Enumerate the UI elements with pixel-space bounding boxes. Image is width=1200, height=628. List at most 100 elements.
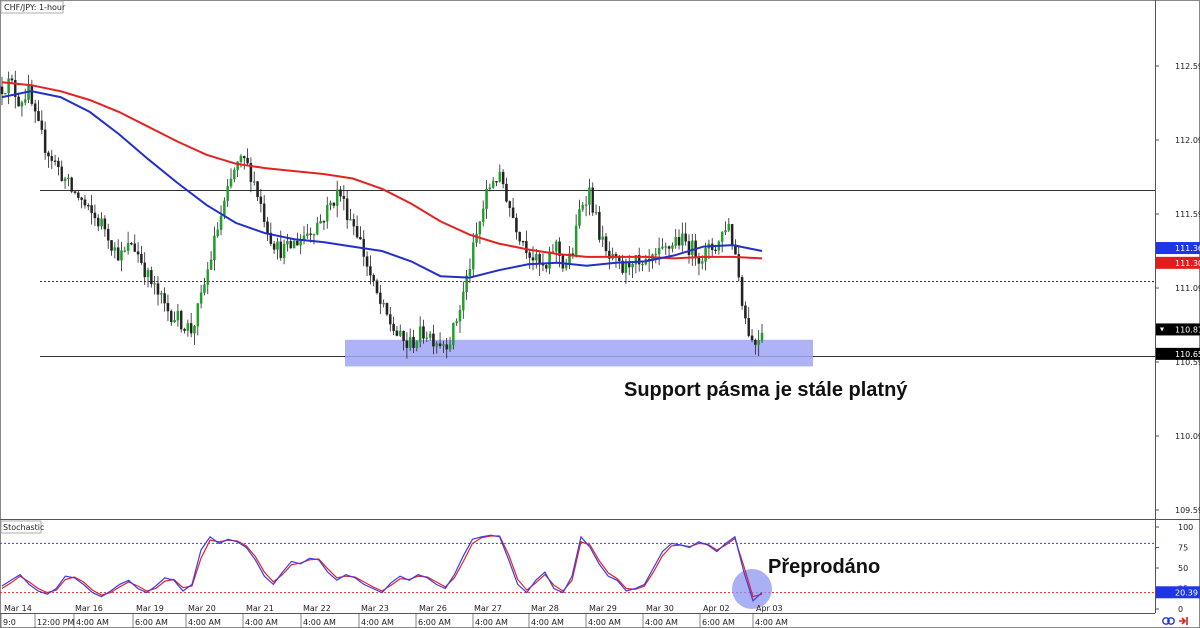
candle-body bbox=[518, 231, 521, 242]
candle-body bbox=[525, 241, 528, 253]
candle-body bbox=[405, 340, 409, 348]
time-label: 6:00 AM bbox=[418, 618, 451, 627]
candle-body bbox=[30, 85, 34, 104]
date-label: Apr 02 bbox=[703, 604, 730, 613]
candle-body bbox=[382, 303, 385, 305]
candle-body bbox=[306, 233, 309, 236]
price-tag-label: 111.36 bbox=[1175, 244, 1200, 253]
candle-body bbox=[448, 344, 452, 350]
time-label: 12:00 PM bbox=[37, 618, 74, 627]
indicator-title-box bbox=[0, 520, 42, 534]
candle-body bbox=[156, 283, 160, 295]
stoch-value-tag bbox=[1156, 586, 1200, 599]
candle-body bbox=[57, 160, 60, 168]
candle-body bbox=[322, 221, 326, 223]
candle-body bbox=[43, 129, 47, 153]
candle-body bbox=[435, 343, 439, 347]
candle-body bbox=[561, 255, 565, 269]
candle-body bbox=[760, 332, 764, 341]
candle-body bbox=[465, 275, 468, 293]
candle-body bbox=[60, 166, 63, 182]
candle-body bbox=[136, 251, 140, 255]
price-pane[interactable]: 112.59 112.09 111.59 111.09 110.59 110.09 109.… bbox=[0, 62, 1200, 515]
candle-body bbox=[14, 80, 17, 97]
candle-body bbox=[634, 254, 638, 265]
candle-body bbox=[219, 215, 223, 230]
candle-body bbox=[70, 177, 73, 192]
candle-body bbox=[684, 233, 687, 242]
date-label: Mar 30 bbox=[646, 604, 674, 613]
stoch-tick-label: 0 bbox=[1178, 605, 1183, 614]
candle-body bbox=[584, 204, 588, 206]
candle-body bbox=[481, 208, 485, 222]
date-label: Mar 28 bbox=[531, 604, 559, 613]
price-tick-label: 110.09 bbox=[1175, 432, 1200, 441]
link-icon[interactable] bbox=[1162, 617, 1175, 625]
candle-body bbox=[176, 310, 180, 321]
candle-body bbox=[624, 261, 628, 273]
candle-body bbox=[67, 177, 70, 179]
candle-body bbox=[359, 237, 362, 240]
candle-body bbox=[216, 229, 219, 237]
price-tag-label: 110.65 bbox=[1175, 350, 1200, 359]
candle-body bbox=[375, 280, 379, 294]
candle-body bbox=[654, 253, 658, 256]
close-panel-icon[interactable] bbox=[1179, 617, 1188, 625]
date-label: Mar 23 bbox=[361, 604, 389, 613]
candle-body bbox=[475, 233, 478, 243]
candle-body bbox=[691, 240, 694, 256]
candle-body bbox=[588, 187, 591, 205]
candle-body bbox=[53, 160, 57, 162]
price-tag-label: 111.30 bbox=[1175, 259, 1200, 268]
stochastic-pane[interactable]: 100755025020.39 bbox=[0, 523, 1200, 614]
date-label: Mar 14 bbox=[4, 604, 32, 613]
candle-body bbox=[442, 344, 445, 346]
candle-body bbox=[515, 217, 518, 233]
time-label: 6:00 AM bbox=[135, 618, 168, 627]
candle-body bbox=[20, 102, 24, 107]
candle-body bbox=[531, 257, 535, 261]
candle-body bbox=[601, 236, 604, 240]
candle-body bbox=[150, 270, 153, 285]
candle-body bbox=[697, 257, 701, 264]
candle-body bbox=[309, 233, 312, 235]
candles-group bbox=[0, 70, 764, 359]
price-tick-label: 112.59 bbox=[1175, 62, 1200, 71]
candle-body bbox=[329, 202, 332, 206]
time-label: 4:00 AM bbox=[303, 618, 336, 627]
candle-body bbox=[472, 242, 475, 270]
candle-body bbox=[395, 330, 399, 336]
candle-body bbox=[243, 156, 246, 159]
candle-body bbox=[445, 344, 448, 350]
candle-body bbox=[319, 221, 322, 224]
candle-body bbox=[554, 241, 558, 252]
candle-body bbox=[193, 326, 196, 334]
candle-body bbox=[183, 328, 186, 331]
candle-body bbox=[637, 254, 641, 265]
time-label: 4:00 AM bbox=[245, 618, 278, 627]
candle-body bbox=[349, 219, 352, 221]
price-tick-label: 111.09 bbox=[1175, 284, 1200, 293]
candle-body bbox=[206, 269, 210, 285]
candle-body bbox=[412, 336, 415, 348]
time-label: 4:00 AM bbox=[361, 618, 394, 627]
candle-body bbox=[425, 337, 429, 339]
candle-body bbox=[252, 181, 256, 183]
candle-body bbox=[292, 240, 296, 249]
candle-body bbox=[246, 157, 249, 164]
stochastic-line bbox=[1, 535, 763, 598]
candle-body bbox=[501, 171, 505, 185]
candle-body bbox=[379, 292, 382, 304]
stoch-value-label: 20.39 bbox=[1175, 588, 1198, 597]
candle-body bbox=[727, 223, 731, 231]
candle-body bbox=[432, 333, 435, 347]
candle-body bbox=[452, 322, 455, 345]
candle-body bbox=[146, 270, 150, 278]
date-label: Mar 19 bbox=[136, 604, 164, 613]
candle-body bbox=[345, 198, 349, 221]
last-price-marker bbox=[1160, 327, 1164, 332]
candle-body bbox=[296, 240, 299, 246]
candle-body bbox=[418, 326, 422, 342]
candle-body bbox=[120, 250, 123, 261]
